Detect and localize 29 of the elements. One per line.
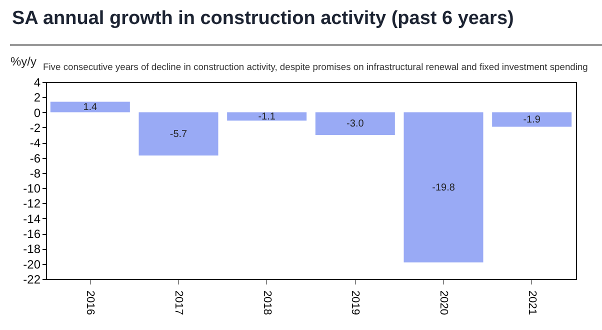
x-tick-label: 2018: [260, 290, 273, 315]
y-tick-label: -6: [30, 151, 41, 166]
y-axis-title: %y/y: [10, 54, 37, 68]
y-tick-label: -18: [23, 242, 41, 256]
y-tick-label: -4: [30, 136, 41, 150]
x-tick-label: 2020: [438, 290, 450, 315]
y-tick-label: -12: [23, 196, 41, 211]
chart-subtitle: Five consecutive years of decline in construction activity, despite promises on infrastructural renewal and fixed investment spending: [43, 61, 588, 72]
data-label: -1.1: [258, 111, 276, 122]
x-tick-label: 2019: [349, 290, 362, 315]
y-tick-label: -14: [23, 212, 41, 226]
y-tick-label: 4: [34, 76, 41, 90]
y-tick-label: -22: [23, 272, 41, 286]
data-label: -3.0: [346, 118, 364, 130]
y-tick-label: -8: [30, 166, 41, 180]
chart-title: SA annual growth in construction activity (past 6 years): [12, 8, 514, 30]
y-tick-label: -16: [23, 227, 41, 242]
y-tick-label: -20: [23, 257, 41, 272]
x-tick-label: 2021: [526, 290, 538, 315]
x-tick-label: 2017: [172, 290, 184, 315]
data-label: -5.7: [170, 128, 188, 140]
y-tick-label: 2: [34, 90, 41, 105]
x-tick-label: 2016: [84, 290, 96, 315]
y-tick-label: 0: [34, 106, 41, 120]
data-label: 1.4: [83, 102, 98, 114]
data-label: -19.8: [432, 182, 456, 194]
y-tick-label: -2: [30, 120, 41, 135]
data-label: -1.9: [523, 114, 541, 126]
y-tick-label: -10: [23, 182, 41, 196]
